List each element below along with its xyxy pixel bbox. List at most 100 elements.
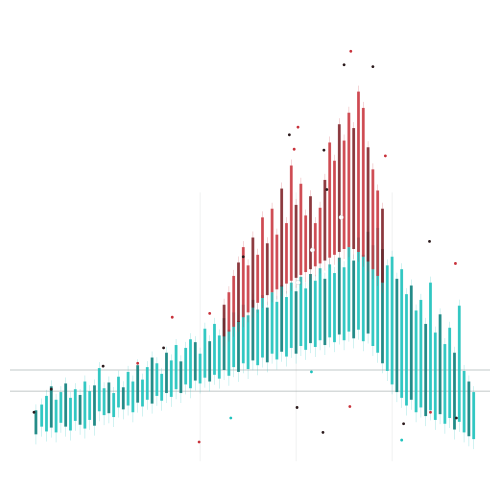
series-2-bar-20	[313, 223, 317, 267]
series-1-bar-62	[328, 264, 332, 338]
marker-16	[136, 361, 140, 365]
series-1-bar-72	[376, 227, 380, 353]
series-2-bar-23	[328, 142, 332, 258]
series-2-bar-22	[323, 179, 327, 261]
marker-13	[170, 315, 174, 319]
series-2-bar-17	[299, 183, 303, 275]
series-2-bar-28	[352, 128, 356, 250]
series-1-bar-54	[289, 282, 293, 348]
series-1-bar-8	[69, 397, 72, 431]
series-1-bar-22	[136, 365, 140, 403]
series-2-bar-19	[309, 196, 312, 270]
series-2-bar-6	[246, 265, 250, 313]
series-1-bar-26	[155, 363, 159, 396]
series-1-bar-60	[318, 268, 322, 341]
series-1-bar-86	[443, 344, 447, 424]
series-1-bar-5	[54, 399, 58, 433]
marker-18	[49, 387, 53, 391]
series-2-bar-32	[371, 169, 375, 270]
series-2-bar-11	[270, 208, 274, 293]
marker-3	[371, 65, 375, 69]
series-1-bar-33	[189, 339, 192, 389]
series-1-bar-9	[73, 389, 77, 421]
series-2-bar-2	[227, 292, 231, 332]
marker-8	[292, 147, 296, 151]
series-1-bar-19	[121, 387, 125, 410]
series-2-bar-26	[342, 140, 346, 250]
marker-12	[241, 255, 245, 259]
series-2-bar-34	[381, 208, 384, 283]
series-1-bar-23	[141, 379, 144, 407]
series-1-bar-47	[256, 309, 260, 366]
series-1-bar-43	[237, 321, 240, 372]
marker-26	[455, 416, 458, 420]
marker-27	[229, 416, 233, 420]
series-1-bar-13	[93, 385, 96, 426]
marker-31	[338, 214, 344, 220]
series-1-bar-14	[97, 368, 101, 412]
series-2-bar-12	[275, 234, 279, 290]
series-1-bar-39	[217, 335, 221, 379]
series-1-bar-37	[208, 341, 212, 382]
series-1-bar-38	[213, 323, 216, 375]
series-2-bar-29	[357, 91, 360, 252]
marker-23	[348, 405, 352, 408]
series-1-bar-27	[160, 373, 164, 401]
series-1-bar-15	[102, 388, 106, 416]
series-1-bar-63	[333, 273, 336, 343]
series-2-bar-18	[304, 215, 308, 273]
series-1-bar-20	[126, 371, 130, 406]
series-1-bar-69	[361, 254, 365, 342]
series-2-bar-9	[261, 217, 264, 298]
series-1-bar-70	[366, 231, 370, 334]
marker-28	[310, 370, 313, 374]
series-1-bar-65	[342, 267, 346, 341]
series-1-bar-35	[198, 353, 202, 384]
series-2-bar-10	[265, 243, 269, 296]
series-1-bar-64	[337, 257, 341, 335]
marker-7	[383, 154, 387, 158]
series-1-bar-89	[457, 305, 461, 422]
series-2-bar-13	[280, 188, 284, 287]
series-2-bar-8	[256, 254, 260, 303]
series-1-bar-85	[438, 314, 442, 415]
series-1-bar-57	[304, 288, 308, 350]
marker-14	[208, 311, 212, 315]
series-1-bar-42	[232, 312, 236, 368]
series-1-bar-56	[299, 276, 303, 346]
series-1-bar-46	[251, 299, 255, 361]
series-1-bar-61	[323, 278, 327, 346]
series-1-bar-80	[414, 310, 418, 413]
series-2-bar-24	[333, 160, 336, 255]
series-1-bar-81	[419, 299, 423, 408]
series-2-bar-15	[289, 165, 293, 281]
series-1-bar-78	[405, 294, 408, 406]
marker-1	[349, 49, 353, 53]
series-1-bar-49	[265, 307, 269, 363]
marker-5	[287, 133, 291, 137]
series-1-bar-92	[472, 392, 476, 440]
series-1-bar-58	[309, 274, 312, 344]
series-1-bar-7	[64, 383, 68, 427]
marker-15	[162, 346, 166, 350]
series-1-bar-40	[222, 318, 226, 370]
marker-32	[295, 280, 301, 286]
series-1-bar-45	[246, 315, 250, 370]
series-1-bar-11	[83, 381, 87, 429]
series-2-bar-4	[237, 262, 240, 322]
series-1-bar-76	[395, 278, 399, 393]
series-2-bar-27	[347, 112, 351, 248]
series-1-bar-32	[184, 347, 188, 385]
series-2-bar-5	[241, 247, 245, 318]
series-1-bar-31	[179, 361, 183, 394]
series-1-bar-25	[150, 357, 154, 404]
series-1-bar-74	[385, 265, 389, 371]
series-1-bar-34	[193, 342, 197, 381]
marker-30	[309, 247, 315, 253]
series-1-bar-51	[275, 301, 279, 360]
marker-9	[325, 188, 329, 191]
series-1-bar-18	[117, 376, 120, 408]
series-1-bar-53	[285, 297, 288, 357]
